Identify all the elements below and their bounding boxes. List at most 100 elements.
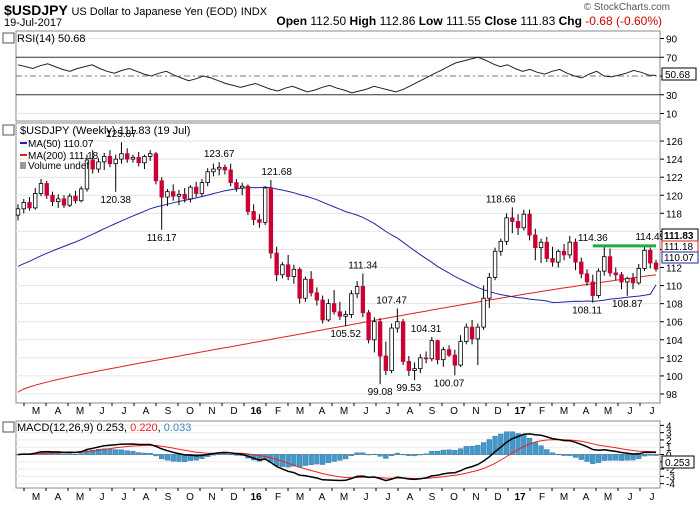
low-label: Low	[418, 14, 443, 28]
macd-tick-label: -3	[666, 472, 675, 483]
open-label: Open	[276, 14, 308, 28]
candle-body	[291, 268, 297, 277]
x-tick-label: J	[628, 492, 633, 503]
x-tick-label: M	[604, 406, 612, 417]
candle-body	[418, 357, 423, 370]
candle-body	[475, 326, 481, 340]
macd-histogram-bar	[170, 454, 176, 462]
x-tick-label: J	[364, 492, 369, 503]
macd-histogram-bar	[613, 454, 619, 461]
macd-histogram-bar	[164, 454, 171, 461]
candle-body	[262, 187, 268, 223]
macd-label-signal: 0.220	[130, 422, 158, 434]
open-value: 112.50	[310, 14, 347, 28]
x-tick-label: N	[208, 406, 215, 417]
candle-body	[521, 213, 526, 229]
x-tick-label: A	[55, 492, 62, 503]
macd-histogram-bar	[90, 449, 96, 455]
x-tick-label: M	[560, 406, 568, 417]
macd-value-box	[661, 455, 695, 469]
macd-histogram-bar	[337, 454, 343, 461]
macd-signal-line	[17, 439, 657, 479]
candle-body	[510, 217, 515, 222]
macd-histogram-bar	[61, 453, 67, 455]
x-tick-label: F	[539, 406, 545, 417]
candle-body	[153, 153, 159, 182]
macd-histogram-bar	[291, 454, 297, 467]
rsi-value-text: 50.68	[665, 70, 690, 81]
macd-histogram-bar	[383, 454, 389, 459]
x-tick-label: A	[143, 492, 150, 503]
candle-body	[400, 321, 406, 362]
price-annotation: 123.67	[204, 149, 235, 160]
candle-body	[125, 153, 130, 160]
x-tick-label: N	[472, 492, 479, 503]
x-tick-label: A	[583, 406, 590, 417]
x-tick-label: D	[494, 406, 501, 417]
macd-histogram-bar	[532, 442, 538, 455]
rsi-value-box	[661, 67, 697, 81]
macd-histogram-bar	[653, 454, 659, 456]
x-tick-label: J	[650, 492, 655, 503]
price-annotation: 104.31	[411, 324, 442, 335]
candle-body	[130, 156, 136, 160]
macd-histogram-bar	[498, 433, 504, 455]
macd-histogram-bar	[624, 454, 630, 461]
macd-collapse-icon[interactable]	[2, 421, 15, 433]
macd-histogram-bar	[377, 454, 383, 457]
candle-body	[33, 193, 38, 209]
x-axis-top: M A M J J A S O N D 16 F M A M J J A S O N D 17 F M A M J J	[23, 403, 655, 417]
candle-body	[337, 311, 343, 317]
macd-histogram-bar	[526, 438, 533, 455]
candle-body	[492, 250, 498, 278]
candle-body	[343, 314, 348, 317]
candle-body	[584, 273, 590, 283]
close-label: Close	[484, 14, 518, 28]
x-tick-label: O	[186, 406, 194, 417]
rsi-collapse-icon[interactable]	[2, 32, 15, 44]
macd-histogram-bar	[256, 454, 263, 462]
macd-histogram-bar	[141, 452, 148, 455]
candle-body	[257, 219, 262, 223]
x-tick-label: O	[186, 492, 194, 503]
price-annotation: 100.07	[434, 378, 465, 389]
price-annotation: 118.66	[486, 194, 516, 205]
candle-body	[176, 193, 182, 197]
candle-body	[619, 274, 624, 283]
macd-histogram-bar	[308, 454, 314, 465]
x-tick-label: J	[100, 492, 105, 503]
x-tick-label: A	[143, 406, 150, 417]
macd-histogram-bar	[325, 454, 331, 463]
price-tick-label: 102	[666, 354, 683, 365]
macd-histogram-bar	[411, 454, 418, 457]
macd-histogram-bar	[107, 449, 113, 455]
x-tick-label: A	[319, 492, 326, 503]
candle-body	[642, 249, 647, 269]
candle-body	[550, 258, 555, 263]
candle-body	[165, 191, 170, 198]
macd-histogram-bar	[469, 445, 475, 455]
x-tick-label: M	[32, 406, 40, 417]
price-annotation: 116.17	[147, 233, 177, 244]
macd-histogram-bar	[216, 453, 222, 455]
candle-body	[446, 349, 452, 356]
candle-body	[245, 185, 251, 212]
macd-histogram-bar	[561, 454, 567, 456]
candle-body	[211, 168, 216, 173]
candle-body	[228, 169, 233, 184]
candle-body	[406, 361, 412, 371]
candle-body	[349, 293, 354, 315]
rsi-label: RSI(14) 50.68	[17, 33, 85, 45]
price-annotation: 99.08	[368, 387, 393, 398]
chg-value: -0.68 (-0.60%)	[585, 14, 662, 28]
candle-body	[326, 303, 331, 321]
x-tick-label: 17	[514, 492, 526, 503]
high-label: High	[349, 14, 377, 28]
x-tick-label: M	[32, 492, 40, 503]
candle-body	[297, 268, 302, 299]
candle-body	[136, 156, 141, 164]
candle-body	[142, 156, 147, 164]
ma50-value-box	[661, 251, 699, 264]
price-collapse-icon[interactable]	[2, 124, 15, 136]
x-tick-label: 16	[250, 406, 262, 417]
